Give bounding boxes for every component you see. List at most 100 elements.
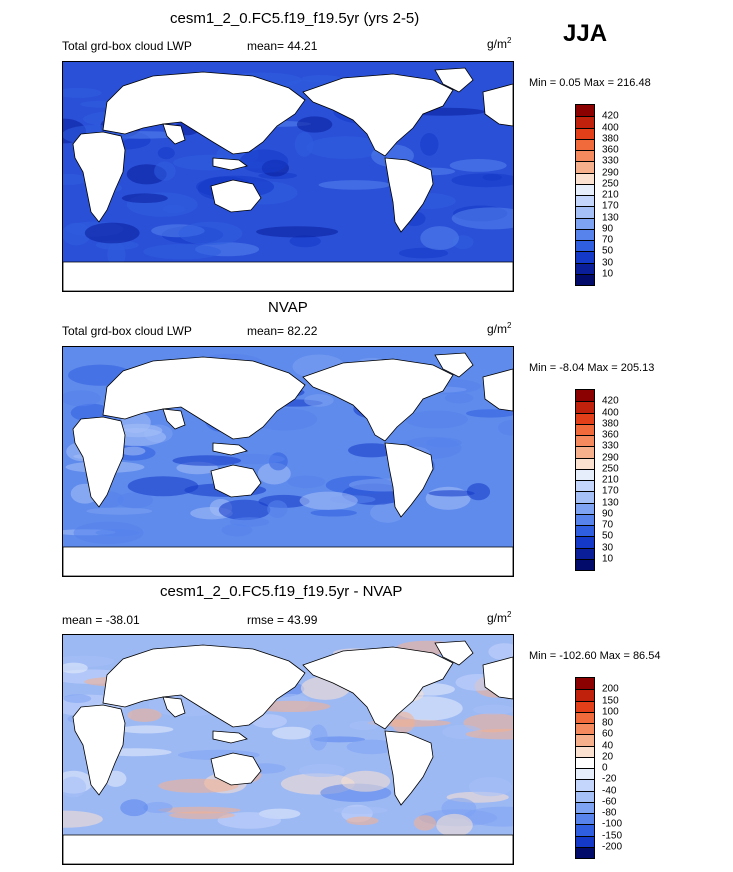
colorbar-tick-label: 150 bbox=[602, 695, 619, 706]
colorbar-swatch bbox=[576, 105, 594, 117]
colorbar-swatch bbox=[576, 745, 594, 757]
colorbar-swatch bbox=[576, 150, 594, 162]
field-patch bbox=[218, 499, 271, 521]
colorbar-swatch bbox=[576, 273, 594, 285]
continent-outline bbox=[302, 358, 454, 442]
colorbar-swatch bbox=[576, 756, 594, 768]
panel-3-map-svg bbox=[63, 635, 513, 864]
continent-outline bbox=[434, 67, 474, 93]
continent-outline bbox=[162, 123, 186, 145]
field-patch bbox=[73, 521, 144, 545]
colorbar-tick-label: 50 bbox=[602, 245, 614, 257]
colorbar-tick-label: -150 bbox=[602, 830, 623, 841]
field-patch bbox=[473, 704, 513, 715]
panel-3-colorbar-swatches bbox=[575, 677, 595, 859]
field-patch bbox=[143, 801, 173, 814]
field-patch bbox=[420, 226, 459, 251]
colorbar-swatch bbox=[576, 138, 594, 150]
continent-outline bbox=[210, 179, 262, 213]
colorbar-swatch bbox=[576, 491, 594, 503]
field-patch bbox=[398, 247, 449, 259]
continent-outline bbox=[212, 730, 248, 744]
colorbar-tick-label: 330 bbox=[602, 155, 619, 167]
field-patch bbox=[405, 410, 468, 429]
field-patch bbox=[306, 136, 385, 159]
colorbar-swatch bbox=[576, 711, 594, 723]
colorbar-swatch bbox=[576, 689, 594, 701]
field-patch bbox=[348, 443, 395, 458]
colorbar-tick-label: 360 bbox=[602, 429, 619, 441]
field-patch bbox=[498, 420, 513, 436]
colorbar-swatch bbox=[576, 801, 594, 813]
colorbar-tick-label: 60 bbox=[602, 728, 614, 740]
continent-outline bbox=[434, 640, 474, 666]
field-patch bbox=[488, 643, 513, 661]
colorbar-swatch bbox=[576, 779, 594, 791]
colorbar-swatch bbox=[576, 700, 594, 712]
colorbar-tick-label: 80 bbox=[602, 717, 614, 729]
colorbar-swatch bbox=[576, 480, 594, 492]
panel-1-units: g/m2 bbox=[487, 36, 512, 51]
panel-3-units: g/m2 bbox=[487, 610, 512, 625]
panel-2-minmax: Min = -8.04 Max = 205.13 bbox=[529, 362, 655, 374]
colorbar-tick-label: 290 bbox=[602, 167, 619, 178]
colorbar-tick-label: 30 bbox=[602, 257, 614, 268]
colorbar-swatch bbox=[576, 401, 594, 413]
field-patch bbox=[162, 204, 185, 214]
colorbar-swatch bbox=[576, 846, 594, 858]
field-patch bbox=[451, 207, 513, 230]
continent-outline bbox=[384, 730, 434, 806]
panel-1-minmax: Min = 0.05 Max = 216.48 bbox=[529, 77, 651, 89]
panel-2-mean-label: mean= 82.22 bbox=[247, 324, 318, 338]
colorbar-tick-label: 70 bbox=[602, 519, 614, 531]
field-patch bbox=[63, 390, 101, 407]
colorbar-tick-label: 330 bbox=[602, 440, 619, 452]
colorbar-tick-label: 380 bbox=[602, 418, 619, 430]
field-patch bbox=[251, 714, 287, 729]
field-patch bbox=[420, 133, 439, 156]
colorbar-tick-label: 250 bbox=[602, 463, 619, 475]
continent-outline bbox=[72, 704, 126, 796]
field-patch bbox=[143, 244, 222, 260]
panel-2-units: g/m2 bbox=[487, 321, 512, 336]
colorbar-swatch bbox=[576, 768, 594, 780]
field-patch bbox=[256, 226, 339, 238]
colorbar-swatch bbox=[576, 502, 594, 514]
colorbar-tick-label: -100 bbox=[602, 818, 623, 830]
field-patch bbox=[444, 392, 474, 404]
panel-2-map-svg bbox=[63, 347, 513, 576]
colorbar-tick-label: 30 bbox=[602, 542, 614, 553]
colorbar-swatch bbox=[576, 558, 594, 570]
continent-outline bbox=[72, 416, 126, 508]
colorbar-swatch bbox=[576, 183, 594, 195]
field-patch bbox=[299, 764, 345, 777]
colorbar-swatch bbox=[576, 513, 594, 525]
colorbar-swatch bbox=[576, 172, 594, 184]
field-patch bbox=[119, 725, 174, 734]
colorbar-tick-label: -20 bbox=[602, 773, 617, 785]
continent-outline bbox=[210, 464, 262, 498]
colorbar-tick-label: 420 bbox=[602, 395, 619, 407]
colorbar-swatch bbox=[576, 127, 594, 139]
colorbar-tick-label: 170 bbox=[602, 485, 619, 497]
colorbar-swatch bbox=[576, 723, 594, 735]
field-patch bbox=[299, 491, 358, 510]
field-patch bbox=[310, 509, 357, 517]
field-patch bbox=[120, 446, 146, 456]
continent-outline bbox=[102, 644, 306, 728]
field-patch bbox=[449, 159, 507, 172]
panel-1-mean-label: mean= 44.21 bbox=[247, 39, 318, 53]
antarctica-outline bbox=[63, 834, 513, 864]
colorbar-swatch bbox=[576, 547, 594, 559]
continent-outline bbox=[210, 752, 262, 786]
colorbar-swatch bbox=[576, 240, 594, 252]
panel-3-title: cesm1_2_0.FC5.f19_f19.5yr - NVAP bbox=[160, 583, 403, 600]
field-patch bbox=[172, 455, 242, 466]
field-patch bbox=[178, 221, 243, 246]
field-patch bbox=[304, 394, 334, 407]
panel-2-map bbox=[62, 346, 514, 577]
field-patch bbox=[318, 180, 391, 190]
season-label: JJA bbox=[563, 20, 608, 47]
colorbar-tick-label: 210 bbox=[602, 189, 619, 201]
field-patch bbox=[466, 483, 491, 501]
